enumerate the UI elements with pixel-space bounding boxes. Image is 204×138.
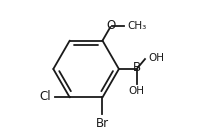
Text: OH: OH (148, 53, 164, 63)
Text: B: B (132, 61, 141, 74)
Text: Cl: Cl (39, 90, 50, 103)
Text: O: O (105, 19, 115, 32)
Text: Br: Br (95, 117, 109, 130)
Text: CH₃: CH₃ (127, 21, 146, 31)
Text: OH: OH (128, 86, 144, 96)
